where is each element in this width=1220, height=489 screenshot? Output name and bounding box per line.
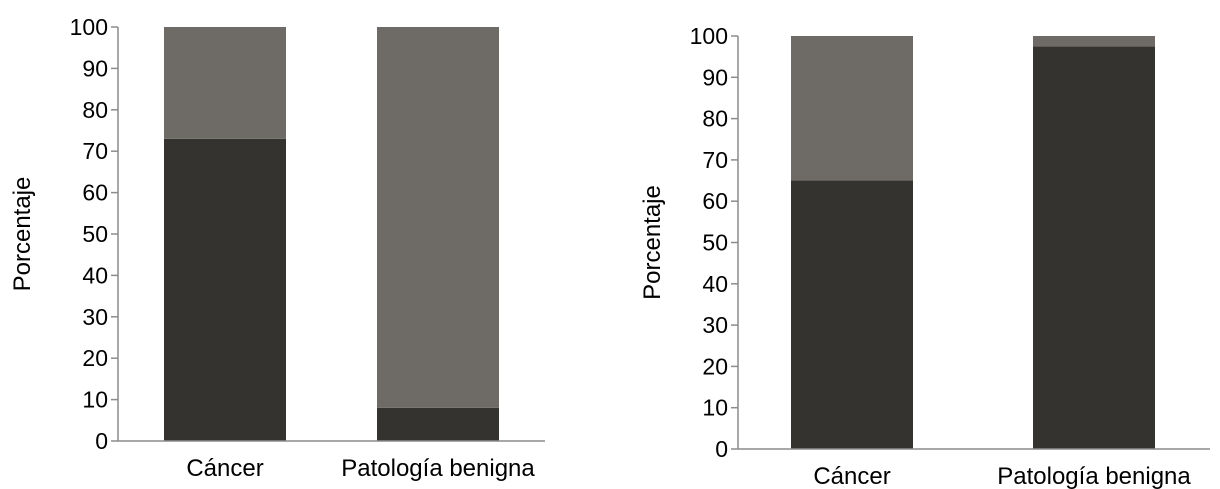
y-tick-label: 40 <box>82 262 108 288</box>
y-tick-label: 80 <box>702 106 728 132</box>
y-tick-label: 0 <box>95 428 108 454</box>
bar-segment-chart2-cat2-series2 <box>1033 36 1155 47</box>
bar-segment-chart2-cat1-series1 <box>791 180 913 450</box>
y-tick-label: 10 <box>82 387 108 413</box>
y-tick-label: 20 <box>702 353 728 379</box>
y-tick-label: 70 <box>702 147 728 173</box>
y-tick-label: 20 <box>82 345 108 371</box>
y-tick-label: 60 <box>82 180 108 206</box>
y-tick-label: 10 <box>702 395 728 421</box>
y-axis-title: Porcentaje <box>9 177 36 292</box>
y-tick-label: 100 <box>70 14 108 40</box>
x-category-label: Cáncer <box>186 455 263 482</box>
y-tick-label: 30 <box>702 312 728 338</box>
bar-segment-chart2-cat2-series1 <box>1033 46 1155 449</box>
bar-segment-chart1-cat1-series1 <box>164 138 286 441</box>
y-tick-label: 90 <box>82 55 108 81</box>
y-tick-label: 50 <box>82 221 108 247</box>
y-tick-label: 0 <box>715 436 728 462</box>
bar-segment-chart1-cat1-series2 <box>164 27 286 139</box>
y-tick-label: 70 <box>82 138 108 164</box>
y-tick-label: 100 <box>690 23 728 49</box>
bar-segment-chart2-cat1-series2 <box>791 36 913 181</box>
y-tick-label: 30 <box>82 304 108 330</box>
y-tick-label: 90 <box>702 64 728 90</box>
bar-segment-chart1-cat2-series2 <box>377 27 499 408</box>
x-category-label: Cáncer <box>813 463 890 489</box>
y-tick-label: 40 <box>702 271 728 297</box>
y-tick-label: 80 <box>82 97 108 123</box>
x-category-label: Patología benigna <box>341 455 535 482</box>
y-tick-label: 50 <box>702 230 728 256</box>
y-axis-title: Porcentaje <box>639 185 666 300</box>
x-category-label: Patología benigna <box>997 463 1191 489</box>
bar-segment-chart1-cat2-series1 <box>377 407 499 441</box>
y-tick-label: 60 <box>702 188 728 214</box>
